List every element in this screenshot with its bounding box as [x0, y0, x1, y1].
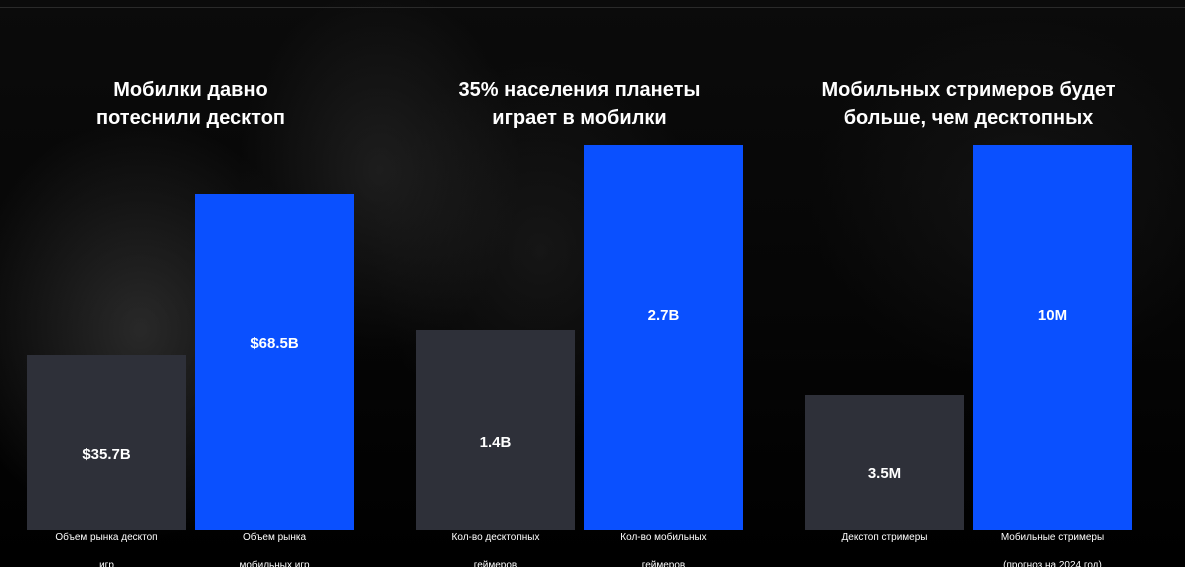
- top-divider: [0, 7, 1185, 8]
- desktop-bar: $35.7B: [27, 355, 186, 530]
- chart-title: Мобильных стримеров будет больше, чем де…: [821, 79, 1116, 129]
- bar-value-label: $68.5B: [250, 335, 299, 352]
- bar-value-label: 3.5M: [867, 465, 902, 482]
- category-label: Кол-во мобильных геймеров: [620, 532, 707, 567]
- chart-title: Мобилки давно потеснили десктоп: [95, 79, 286, 129]
- category-label: Объем рынка десктоп игр: [55, 532, 158, 567]
- category-label: Декстоп стримеры: [841, 532, 928, 543]
- mobile-bar: 10M: [973, 145, 1132, 530]
- mobile-bar: 2.7B: [584, 145, 743, 530]
- category-label: Объем рынка мобильных игр: [239, 532, 310, 567]
- chart-panel-gamers: 35% населения планеты играет в мобилки 1…: [416, 0, 743, 567]
- mobile-bar: $68.5B: [195, 194, 354, 530]
- chart-panel-streamers: Мобильных стримеров будет больше, чем де…: [805, 0, 1132, 567]
- desktop-bar: 3.5M: [805, 395, 964, 530]
- bar-value-label: $35.7B: [82, 446, 131, 463]
- bar-value-label: 1.4B: [479, 434, 512, 451]
- bar-value-label: 2.7B: [647, 307, 680, 324]
- category-label: Кол-во десктопных геймеров: [451, 532, 540, 567]
- chart-title: 35% населения планеты играет в мобилки: [458, 79, 701, 129]
- chart-panel-market-size: Мобилки давно потеснили десктоп $35.7B Об…: [27, 0, 354, 567]
- desktop-bar: 1.4B: [416, 330, 575, 530]
- bar-value-label: 10M: [1037, 307, 1068, 324]
- category-label: Мобильные стримеры (прогноз на 2024 год): [1000, 532, 1105, 567]
